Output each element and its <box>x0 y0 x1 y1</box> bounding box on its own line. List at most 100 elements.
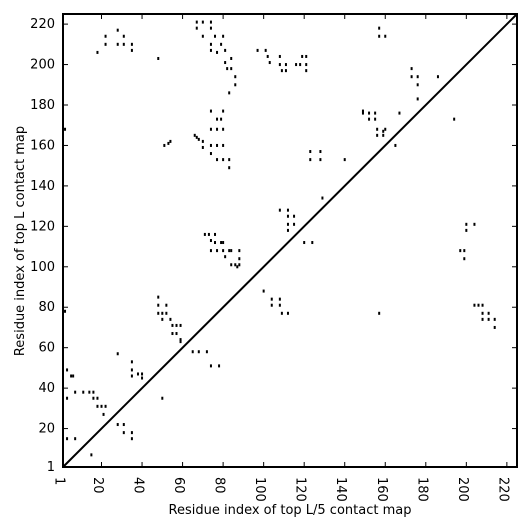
x-tick-label: 60 <box>171 477 186 494</box>
contact-point <box>122 423 125 427</box>
contact-point <box>214 241 217 245</box>
contact-point <box>167 141 170 145</box>
contact-point <box>230 67 233 71</box>
contact-point <box>487 311 490 315</box>
contact-point <box>376 127 379 131</box>
contact-point <box>278 54 281 58</box>
contact-point <box>286 222 289 226</box>
contact-point <box>161 396 164 400</box>
contact-point <box>157 56 160 60</box>
contact-point <box>234 263 237 267</box>
contact-point <box>384 34 387 38</box>
contact-point <box>96 396 99 400</box>
contact-point <box>171 332 174 336</box>
contact-point <box>262 289 265 293</box>
y-tick-label: 60 <box>38 341 55 356</box>
contact-point <box>286 214 289 218</box>
contact-point <box>195 26 198 30</box>
contact-point <box>92 390 95 394</box>
contact-point <box>374 111 377 115</box>
x-tick-label: 220 <box>495 477 510 502</box>
y-tick-label: 1 <box>47 460 55 475</box>
contact-point <box>216 127 219 131</box>
contact-point <box>222 143 225 147</box>
contact-point <box>122 431 125 435</box>
contact-point <box>102 412 105 416</box>
contact-point <box>116 28 119 32</box>
contact-point <box>222 158 225 162</box>
contact-point <box>305 69 308 73</box>
contact-point <box>209 26 212 30</box>
contact-point <box>216 50 219 54</box>
contact-point <box>201 145 204 149</box>
contact-point <box>201 139 204 143</box>
contact-point <box>122 34 125 38</box>
contact-point <box>473 303 476 307</box>
contact-point <box>465 228 468 232</box>
contact-point <box>473 222 476 226</box>
contact-point <box>130 48 133 52</box>
plot-frame <box>62 13 518 468</box>
contact-point <box>201 34 204 38</box>
contact-point <box>384 127 387 131</box>
y-tick-label: 120 <box>30 219 55 234</box>
contact-point <box>216 117 219 121</box>
contact-point <box>343 158 346 162</box>
contact-point <box>230 56 233 60</box>
contact-point <box>169 139 172 143</box>
contact-point <box>130 360 133 364</box>
contact-point <box>268 61 271 65</box>
contact-point <box>463 257 466 261</box>
contact-point <box>157 311 160 315</box>
contact-point <box>66 368 69 372</box>
contact-point <box>228 91 231 95</box>
contact-point <box>209 48 212 52</box>
contact-point <box>295 63 298 67</box>
contact-point <box>436 75 439 79</box>
contact-point <box>224 255 227 259</box>
y-tick-label: 80 <box>38 300 55 315</box>
contact-point <box>161 317 164 321</box>
contact-point <box>197 350 200 354</box>
contact-point <box>74 390 77 394</box>
contact-point <box>481 317 484 321</box>
contact-point <box>222 109 225 113</box>
y-tick-label: 200 <box>30 58 55 73</box>
contact-point <box>228 249 231 253</box>
contact-point <box>226 67 229 71</box>
contact-point <box>493 317 496 321</box>
contact-point <box>197 137 200 141</box>
contact-point <box>378 26 381 30</box>
contact-point <box>303 241 306 245</box>
contact-point <box>214 34 217 38</box>
contact-point <box>203 232 206 236</box>
contact-point <box>209 239 212 242</box>
x-tick-label: 140 <box>333 477 348 502</box>
contact-point <box>230 249 233 253</box>
contact-point <box>82 390 85 394</box>
contact-point <box>224 48 227 52</box>
contact-point <box>209 20 212 24</box>
contact-point <box>141 376 144 380</box>
y-tick-label: 100 <box>30 260 55 275</box>
x-tick-label: 40 <box>131 477 146 494</box>
contact-point <box>92 396 95 400</box>
contact-point <box>175 323 178 327</box>
contact-point <box>209 249 212 253</box>
x-axis-label: Residue index of top L/5 contact map <box>169 503 412 518</box>
contact-point <box>169 317 172 321</box>
contact-point <box>220 241 223 245</box>
contact-point <box>280 311 283 315</box>
contact-point <box>228 158 231 162</box>
contact-point <box>234 75 237 79</box>
contact-point <box>319 158 322 162</box>
contact-point <box>136 372 139 376</box>
contact-point <box>222 249 225 253</box>
contact-point <box>376 133 379 137</box>
contact-point <box>382 133 385 137</box>
contact-point <box>209 364 212 368</box>
contact-point <box>286 208 289 212</box>
contact-point <box>165 303 168 307</box>
contact-point <box>309 158 312 162</box>
contact-point <box>278 63 281 67</box>
